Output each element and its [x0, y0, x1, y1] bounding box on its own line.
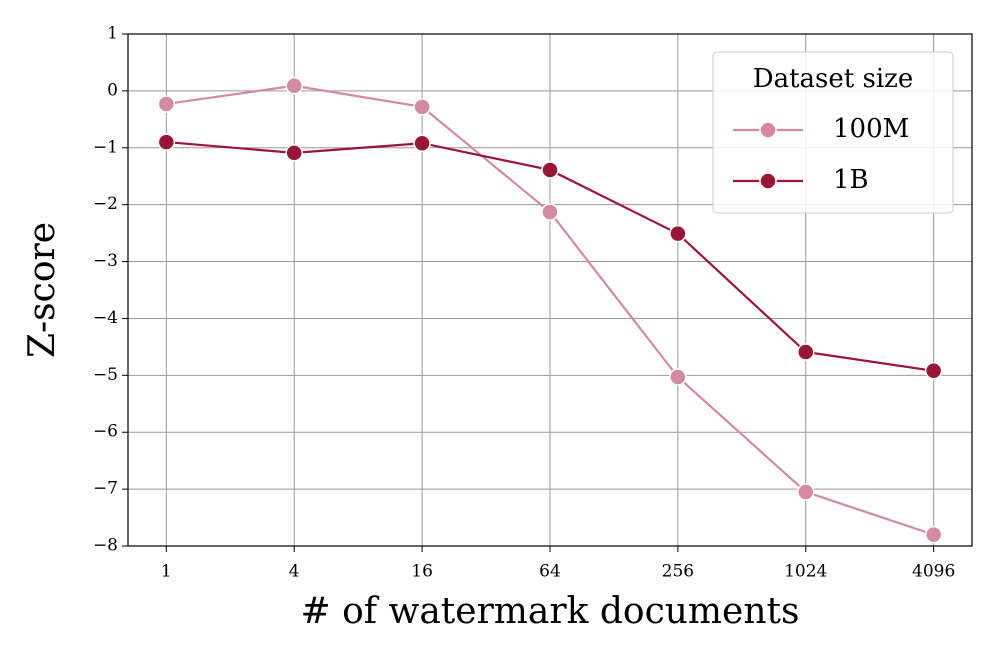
- data-point: [924, 362, 943, 380]
- legend-label: 1B: [833, 165, 869, 195]
- x-tick-label: 16: [411, 562, 433, 582]
- legend-marker: [759, 121, 777, 139]
- data-point: [669, 368, 687, 386]
- data-point: [413, 134, 431, 152]
- x-axis-label: # of watermark documents: [300, 591, 799, 632]
- x-tick-label: 1: [161, 562, 172, 582]
- data-point: [797, 483, 815, 501]
- data-point: [541, 203, 559, 221]
- data-point: [285, 77, 303, 95]
- x-tick-label: 1024: [784, 562, 827, 582]
- data-point: [541, 161, 559, 179]
- y-tick-label: −3: [93, 251, 118, 271]
- x-tick-label: 4: [289, 562, 300, 582]
- legend-marker: [759, 172, 777, 190]
- data-point: [157, 133, 176, 151]
- data-point: [669, 224, 687, 243]
- legend-box: [712, 51, 954, 214]
- y-tick-label: −4: [93, 308, 118, 328]
- y-axis-label: Z-score: [22, 222, 63, 358]
- y-tick-label: −5: [93, 365, 118, 385]
- x-tick-label: 4096: [912, 562, 955, 582]
- data-point: [285, 144, 303, 162]
- y-tick-label: −1: [93, 137, 118, 157]
- y-tick-label: 1: [107, 24, 118, 44]
- data-point: [157, 95, 176, 113]
- plot-frame: [127, 33, 973, 547]
- y-tick-label: −8: [93, 536, 118, 556]
- y-tick-label: −2: [93, 194, 118, 214]
- data-point: [924, 525, 943, 544]
- legend-label: 100M: [833, 114, 909, 144]
- y-tick-label: −6: [93, 422, 118, 442]
- y-tick-label: −7: [93, 479, 118, 499]
- x-tick-label: 256: [662, 562, 694, 582]
- data-point: [413, 98, 431, 116]
- data-point: [797, 343, 815, 361]
- legend-title: Dataset size: [753, 64, 913, 94]
- x-tick-label: 64: [539, 562, 561, 582]
- y-tick-label: 0: [107, 80, 118, 100]
